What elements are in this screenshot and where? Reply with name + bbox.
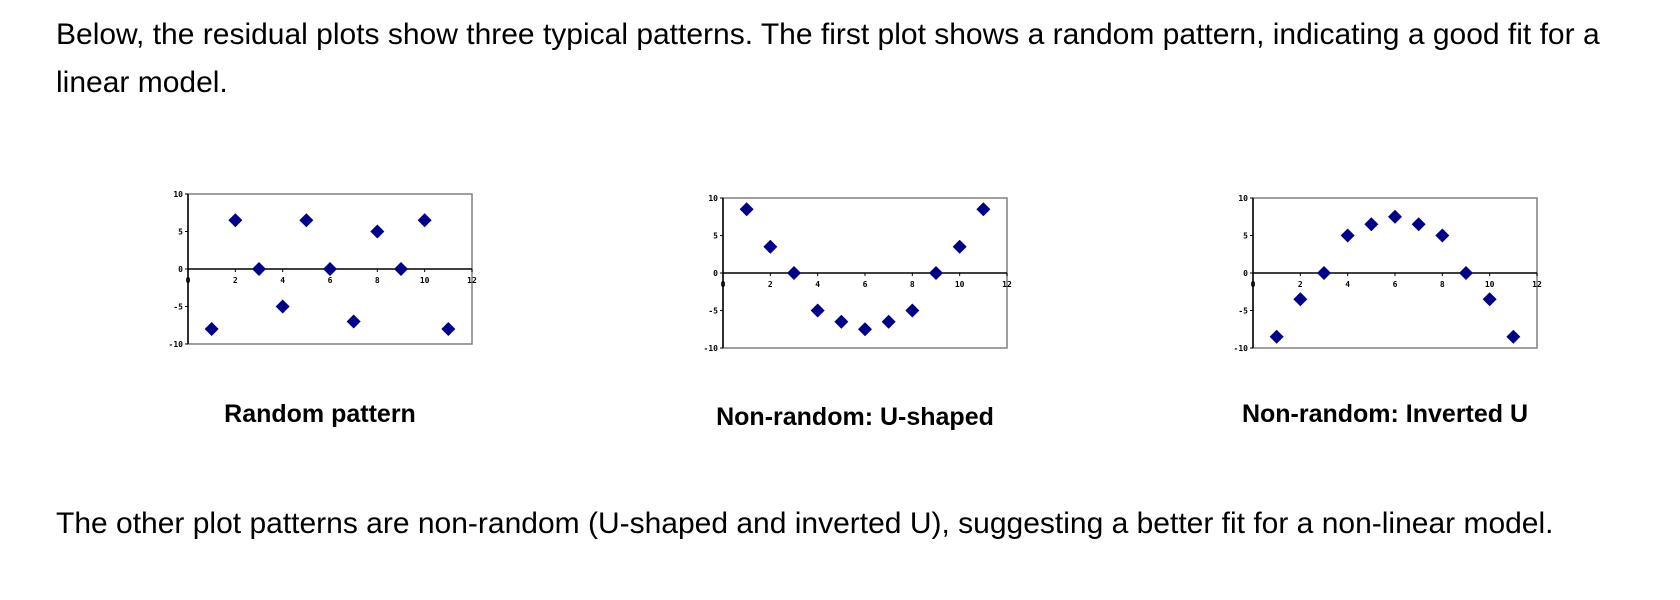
y-tick-label: 5: [1243, 232, 1248, 241]
y-tick-label: -5: [708, 307, 718, 316]
data-point: [1388, 209, 1402, 224]
data-point: [905, 303, 920, 318]
y-tick-label: 10: [1238, 194, 1248, 203]
data-point: [1411, 217, 1426, 232]
x-tick-label: 10: [1485, 280, 1495, 289]
inverted-u-plot: 10 5 0 -5 -10 0 2 4 6 8 10 12: [1234, 194, 1542, 353]
x-tick-label: 0: [1251, 280, 1256, 289]
x-tick-label: 0: [186, 276, 191, 285]
y-tick-label: 0: [713, 269, 718, 278]
data-point: [1364, 217, 1379, 232]
data-point: [417, 213, 432, 228]
u-shaped-plot: 10 5 0 -5 -10 0 2 4 6 8 10 12: [704, 194, 1012, 353]
x-tick-label: 4: [815, 280, 820, 289]
random-pattern-plot: 10 5 0 -5 -10 0 2 4 6 8 10 12: [169, 190, 477, 349]
data-point: [394, 262, 408, 276]
x-tick-label: 8: [375, 276, 380, 285]
x-tick-label: 2: [233, 276, 238, 285]
x-tick-label: 8: [910, 280, 915, 289]
x-tick-label: 6: [328, 276, 333, 285]
intro-paragraph: Below, the residual plots show three typ…: [56, 18, 1600, 99]
x-tick-label: 6: [1393, 280, 1398, 289]
data-point: [763, 239, 778, 254]
data-point: [1317, 266, 1331, 280]
y-tick-label: -10: [1234, 344, 1249, 353]
y-tick-label: -5: [1238, 307, 1248, 316]
data-point: [929, 266, 943, 280]
data-point: [976, 202, 991, 217]
y-tick-label: 0: [178, 265, 183, 274]
random-pattern-caption: Random pattern: [224, 400, 416, 428]
data-point: [323, 262, 337, 276]
x-tick-label: 10: [955, 280, 965, 289]
data-point: [346, 314, 361, 329]
data-point: [1269, 329, 1284, 344]
y-tick-label: -10: [169, 340, 184, 349]
x-tick-label: 2: [1298, 280, 1303, 289]
u-shaped-caption: Non-random: U-shaped: [716, 403, 994, 431]
x-tick-label: 8: [1440, 280, 1445, 289]
data-point: [858, 322, 872, 337]
x-tick-label: 4: [1345, 280, 1350, 289]
data-point: [952, 239, 967, 254]
data-point: [1340, 228, 1355, 243]
y-tick-label: 0: [1243, 269, 1248, 278]
data-point: [1435, 228, 1450, 243]
data-point: [1506, 329, 1521, 344]
y-tick-label: 5: [178, 228, 183, 237]
x-tick-label: 2: [768, 280, 773, 289]
outro-paragraph: The other plot patterns are non-random (…: [56, 507, 1554, 540]
y-tick-label: -5: [173, 303, 183, 312]
y-tick-label: 10: [173, 190, 183, 199]
x-tick-label: 4: [280, 276, 285, 285]
y-tick-label: 5: [713, 232, 718, 241]
data-point: [739, 202, 754, 217]
data-point: [204, 322, 219, 336]
x-tick-label: 10: [420, 276, 430, 285]
x-tick-label: 12: [1532, 280, 1542, 289]
data-point: [228, 213, 243, 228]
y-tick-label: -10: [704, 344, 719, 353]
data-point: [441, 322, 456, 336]
data-point: [370, 224, 385, 239]
data-point: [275, 299, 290, 314]
data-point: [1482, 292, 1497, 307]
data-point: [252, 262, 266, 276]
data-point: [787, 266, 801, 280]
x-tick-label: 12: [467, 276, 477, 285]
data-point: [299, 213, 314, 228]
data-point: [834, 314, 849, 329]
data-point: [1293, 292, 1308, 307]
inverted-u-caption: Non-random: Inverted U: [1241, 400, 1529, 428]
data-point: [1459, 266, 1473, 280]
x-tick-label: 6: [863, 280, 868, 289]
x-tick-label: 12: [1002, 280, 1012, 289]
data-point: [810, 303, 825, 318]
y-tick-label: 10: [708, 194, 718, 203]
x-tick-label: 0: [721, 280, 726, 289]
data-point: [881, 314, 896, 329]
